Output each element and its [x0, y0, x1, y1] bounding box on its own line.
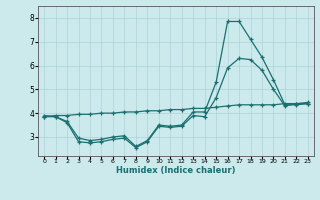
X-axis label: Humidex (Indice chaleur): Humidex (Indice chaleur): [116, 166, 236, 175]
